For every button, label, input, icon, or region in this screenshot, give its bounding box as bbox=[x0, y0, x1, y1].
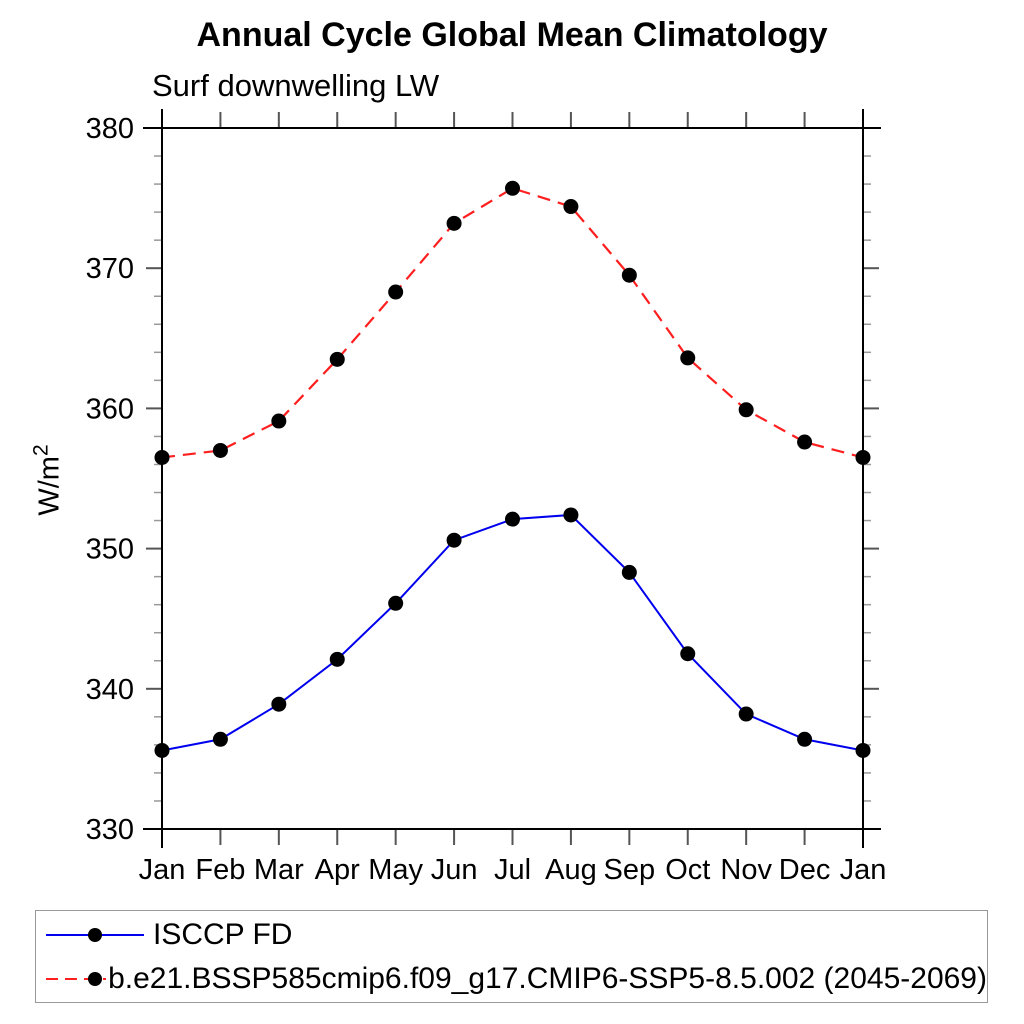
legend-marker bbox=[88, 927, 102, 942]
data-point-marker bbox=[446, 532, 462, 548]
data-point-marker bbox=[446, 215, 462, 231]
chart-subtitle: Surf downwelling LW bbox=[152, 68, 440, 103]
chart-plot-area: 330 340 350 360 370 380 Jan Feb Mar Apr May Jun Jul A… bbox=[86, 109, 887, 886]
data-point-marker bbox=[329, 351, 345, 367]
data-point-marker bbox=[797, 731, 813, 747]
chart-title: Annual Cycle Global Mean Climatology bbox=[196, 16, 828, 54]
x-tick-label: Jun bbox=[431, 854, 478, 886]
data-point-marker bbox=[680, 646, 696, 662]
legend-line-sample bbox=[46, 927, 144, 942]
legend: ISCCP FD b.e21.BSSP585cmip6.f09_g17.CMIP6… bbox=[35, 910, 988, 1003]
x-tick-label: Dec bbox=[779, 854, 831, 886]
x-tick-label: Jan bbox=[139, 854, 186, 886]
data-point-marker bbox=[563, 199, 579, 215]
x-tick-label: Oct bbox=[665, 854, 710, 886]
legend-item-1: b.e21.BSSP585cmip6.f09_g17.CMIP6-SSP5-8.… bbox=[41, 957, 987, 1001]
legend-item-0: ISCCP FD bbox=[41, 913, 987, 957]
data-point-marker bbox=[738, 706, 754, 722]
x-tick-label: Apr bbox=[315, 854, 360, 886]
data-point-marker bbox=[855, 742, 871, 758]
data-point-marker bbox=[738, 402, 754, 418]
series-line-1 bbox=[161, 187, 864, 459]
legend-marker bbox=[88, 971, 102, 986]
data-point-marker bbox=[797, 434, 813, 450]
x-tick-label: Jan bbox=[840, 854, 887, 886]
data-point-marker bbox=[154, 742, 170, 758]
x-tick-label: Jul bbox=[494, 854, 531, 886]
y-tick-label: 360 bbox=[86, 393, 134, 425]
data-point-marker bbox=[505, 180, 520, 196]
data-point-marker bbox=[212, 731, 228, 747]
legend-label: ISCCP FD bbox=[153, 917, 293, 951]
data-point-marker bbox=[855, 449, 871, 465]
y-tick-label: 380 bbox=[86, 113, 134, 145]
x-tick-label: Mar bbox=[254, 854, 304, 886]
data-point-marker bbox=[388, 284, 404, 300]
x-tick-label: Sep bbox=[604, 854, 656, 886]
x-tick-label: May bbox=[368, 854, 423, 886]
x-tick-label: Aug bbox=[545, 854, 597, 886]
y-tick-label: 350 bbox=[86, 534, 134, 566]
data-point-marker bbox=[680, 350, 696, 366]
data-point-marker bbox=[212, 442, 228, 458]
data-point-marker bbox=[388, 595, 404, 611]
y-tick-label: 330 bbox=[86, 814, 134, 846]
data-point-marker bbox=[271, 696, 287, 712]
y-tick-label: 370 bbox=[86, 253, 134, 285]
x-tick-label: Feb bbox=[195, 854, 245, 886]
data-point-marker bbox=[271, 413, 287, 429]
legend-line-sample bbox=[46, 971, 107, 986]
series-line-0 bbox=[161, 513, 864, 752]
data-point-marker bbox=[621, 267, 637, 283]
x-tick-label: Nov bbox=[720, 854, 772, 886]
data-point-marker bbox=[154, 449, 170, 465]
data-point-marker bbox=[329, 651, 345, 667]
data-point-marker bbox=[621, 564, 637, 580]
data-point-marker bbox=[505, 511, 520, 527]
y-tick-label: 340 bbox=[86, 674, 134, 706]
data-point-marker bbox=[563, 507, 579, 523]
legend-label: b.e21.BSSP585cmip6.f09_g17.CMIP6-SSP5-8.… bbox=[108, 961, 987, 995]
